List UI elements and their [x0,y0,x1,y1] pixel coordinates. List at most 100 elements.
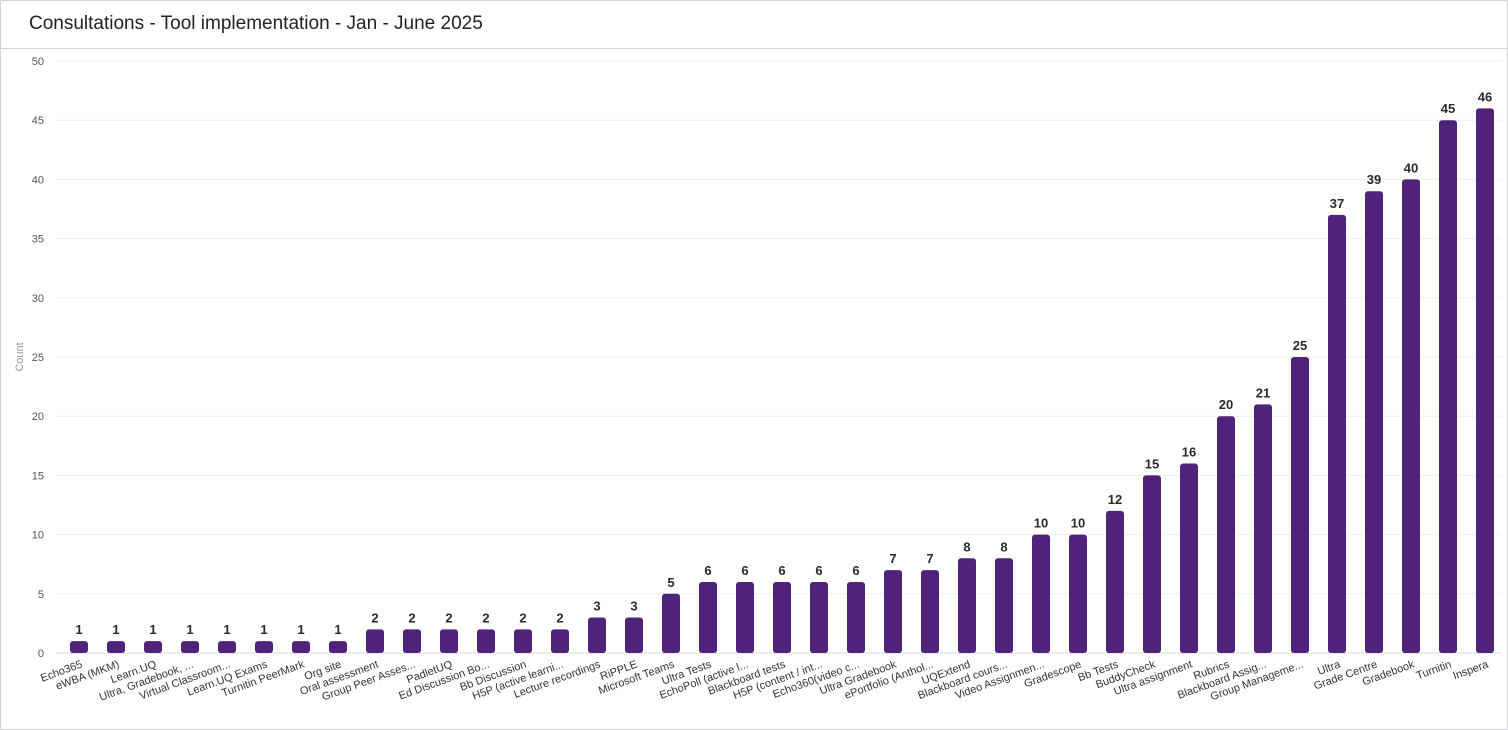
data-label: 37 [1330,196,1344,211]
data-label: 12 [1108,492,1122,507]
y-axis-label: Count [14,342,26,371]
data-label: 46 [1478,89,1492,104]
y-tick-label: 5 [38,589,44,601]
chart-title: Consultations - Tool implementation - Ja… [29,13,483,34]
data-label: 7 [926,551,933,566]
bar[interactable] [958,558,976,653]
bar[interactable] [218,641,236,653]
data-label: 10 [1071,516,1085,531]
y-tick-label: 25 [32,352,44,364]
data-label: 20 [1219,397,1233,412]
bar[interactable] [662,593,680,653]
data-label: 6 [852,563,859,578]
data-labels: 1 1 1 1 1 1 1 12 2 2 2 2 23 356 6 6 6 67 78 810 101215162021… [75,89,1492,637]
data-label: 1 [112,622,119,637]
bar[interactable] [1180,463,1198,653]
bar[interactable] [107,641,125,653]
data-label: 1 [149,622,156,637]
y-tick-label: 15 [32,470,44,482]
data-label: 21 [1256,385,1270,400]
data-label: 8 [1000,539,1007,554]
data-label: 6 [704,563,711,578]
bar[interactable] [1217,416,1235,653]
bar[interactable] [1254,404,1272,653]
data-label: 3 [630,598,637,613]
y-tick-label: 35 [32,234,44,246]
x-tick-label: Turnitin [1415,659,1453,683]
data-label: 15 [1145,456,1159,471]
data-label: 10 [1034,516,1048,531]
bar[interactable] [773,581,791,653]
bar[interactable] [144,641,162,653]
data-label: 6 [778,563,785,578]
data-label: 8 [963,539,970,554]
panel-header: Consultations - Tool implementation - Ja… [1,1,1507,49]
bar[interactable] [181,641,199,653]
bar[interactable] [995,558,1013,653]
bar[interactable] [477,629,495,653]
x-tick-label: Inspera [1451,658,1490,682]
bar[interactable] [70,641,88,653]
bar[interactable] [514,629,532,653]
data-label: 25 [1293,338,1307,353]
bar[interactable] [1143,475,1161,653]
bar[interactable] [810,581,828,653]
data-label: 1 [186,622,193,637]
bar[interactable] [255,641,273,653]
bar[interactable] [1402,179,1420,653]
bar[interactable] [403,629,421,653]
data-label: 3 [593,598,600,613]
y-tick-label: 45 [32,115,44,127]
y-axis-ticks: 0 5 10 15 20 25 30 35 40 45 50 [32,56,44,660]
bar[interactable] [1328,214,1346,654]
data-label: 5 [667,575,674,590]
data-label: 1 [334,622,341,637]
data-label: 1 [297,622,304,637]
bar[interactable] [588,617,606,653]
bar[interactable] [292,641,310,653]
bar[interactable] [1476,108,1494,654]
data-label: 7 [889,551,896,566]
data-label: 2 [445,610,452,625]
data-label: 2 [371,610,378,625]
data-label: 39 [1367,172,1381,187]
data-label: 6 [815,563,822,578]
bar[interactable] [551,629,569,653]
data-label: 2 [519,610,526,625]
bar[interactable] [847,581,865,653]
y-tick-label: 20 [32,411,44,423]
bar[interactable] [699,581,717,653]
data-label: 1 [75,622,82,637]
bar[interactable] [921,570,939,653]
bar[interactable] [366,629,384,653]
data-label: 2 [556,610,563,625]
data-label: 40 [1404,160,1418,175]
bar[interactable] [1365,191,1383,654]
data-label: 1 [223,622,230,637]
bar[interactable] [1032,534,1050,653]
bar[interactable] [1106,510,1124,653]
bar[interactable] [1291,357,1309,653]
y-tick-label: 50 [32,56,44,68]
bars [70,108,1494,654]
data-label: 2 [482,610,489,625]
y-tick-label: 0 [38,648,44,660]
y-tick-label: 30 [32,293,44,305]
data-label: 2 [408,610,415,625]
bar[interactable] [1439,120,1457,653]
bar[interactable] [625,617,643,653]
bar[interactable] [440,629,458,653]
data-label: 45 [1441,101,1455,116]
bar[interactable] [736,581,754,653]
data-label: 16 [1182,445,1196,460]
data-label: 6 [741,563,748,578]
data-label: 1 [260,622,267,637]
bar[interactable] [1069,534,1087,653]
y-tick-label: 10 [32,530,44,542]
bar[interactable] [884,570,902,653]
y-tick-label: 40 [32,174,44,186]
bar[interactable] [329,641,347,653]
